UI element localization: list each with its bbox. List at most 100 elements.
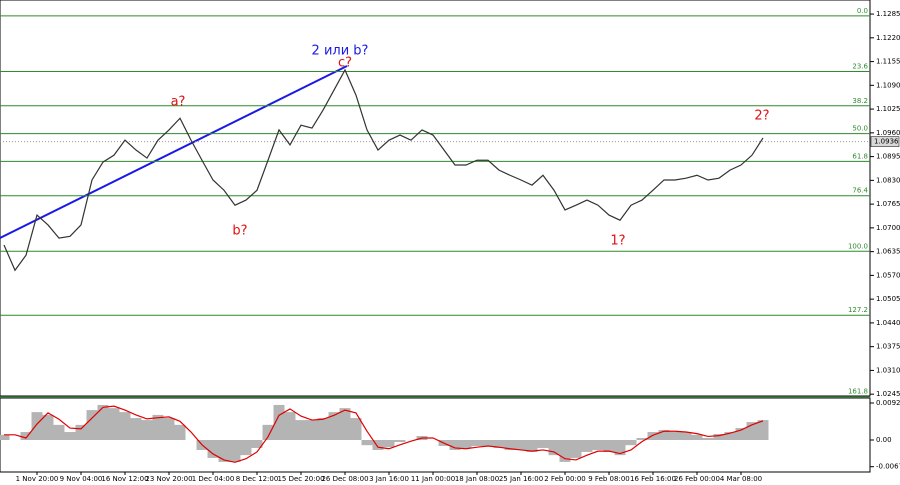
histogram-bar xyxy=(614,440,626,456)
histogram-bar xyxy=(207,440,219,458)
histogram-bar xyxy=(273,404,285,441)
x-tick-label: 15 Dec 20:00 xyxy=(277,475,324,483)
histogram-bar xyxy=(482,440,494,446)
level-label: 50.0 xyxy=(852,125,868,133)
wave-label: a? xyxy=(171,95,186,110)
histogram-bar xyxy=(350,418,362,441)
y-tick-label: 1.0245 xyxy=(876,390,900,398)
x-tick-label: 4 Mar 08:00 xyxy=(720,475,762,483)
y-tick-label: 1.1285 xyxy=(876,10,900,18)
y-tick-label: -0.0067 xyxy=(876,463,900,471)
y-tick-label: 1.0635 xyxy=(876,248,900,256)
x-tick-label: 26 Dec 08:00 xyxy=(321,475,368,483)
histogram-bar xyxy=(0,434,10,441)
y-tick-label: 1.1025 xyxy=(876,105,900,113)
histogram-bar xyxy=(130,418,142,441)
histogram-bar xyxy=(636,438,648,441)
histogram-bar xyxy=(493,440,505,448)
y-tick-label: 1.0700 xyxy=(876,224,900,232)
histogram-bar xyxy=(317,418,329,441)
histogram-bar xyxy=(746,422,758,441)
histogram-bar xyxy=(372,440,384,450)
histogram-bar xyxy=(471,440,483,446)
histogram-bar xyxy=(64,432,76,441)
level-label: 100.0 xyxy=(848,242,868,250)
histogram-bar xyxy=(306,420,318,441)
x-tick-label: 2 Feb 00:00 xyxy=(544,475,585,483)
last-price-box xyxy=(870,136,900,147)
histogram-bar xyxy=(526,440,538,452)
wave-label: 2? xyxy=(754,109,769,124)
signal-line xyxy=(4,405,764,463)
x-tick-label: 1 Nov 20:00 xyxy=(16,475,59,483)
histogram-bar xyxy=(119,412,131,441)
histogram-bar xyxy=(713,434,725,441)
level-label: 38.2 xyxy=(852,97,868,105)
histogram-bar xyxy=(240,440,252,456)
histogram-bar xyxy=(31,412,43,441)
price-line xyxy=(3,68,764,272)
x-tick-label: 1 Dec 04:00 xyxy=(192,475,235,483)
y-tick-label: 1.0310 xyxy=(876,366,900,374)
y-tick-label: 1.0440 xyxy=(876,319,900,327)
histogram-bar xyxy=(691,434,703,441)
histogram-bar xyxy=(460,440,472,448)
y-tick-label: 1.0765 xyxy=(876,200,900,208)
x-tick-label: 9 Feb 08:00 xyxy=(588,475,629,483)
histogram-bar xyxy=(570,440,582,458)
level-label: 127.2 xyxy=(848,306,868,314)
y-tick-label: 1.1155 xyxy=(876,58,900,66)
histogram-bar xyxy=(53,424,65,441)
x-tick-label: 16 Nov 12:00 xyxy=(101,475,148,483)
y-tick-label: 1.1220 xyxy=(876,34,900,42)
y-tick-label: 1.0830 xyxy=(876,176,900,184)
x-tick-label: 8 Dec 12:00 xyxy=(236,475,279,483)
histogram-bar xyxy=(504,440,516,450)
level-label: 0.0 xyxy=(857,7,868,15)
x-tick-label: 23 Nov 20:00 xyxy=(145,475,192,483)
wave-label: 1? xyxy=(610,234,625,249)
x-tick-label: 25 Jan 16:00 xyxy=(499,475,543,483)
main-panel xyxy=(0,0,871,397)
y-tick-label: 1.1090 xyxy=(876,81,900,89)
histogram-bar xyxy=(592,440,604,450)
histogram-bar xyxy=(394,440,406,442)
histogram-bar xyxy=(328,412,340,441)
histogram-bar xyxy=(449,440,461,450)
x-tick-label: 9 Nov 04:00 xyxy=(60,475,103,483)
level-label: 61.8 xyxy=(852,152,868,160)
histogram-bar xyxy=(658,430,670,441)
histogram-bar xyxy=(163,418,175,441)
histogram-bar xyxy=(42,414,54,441)
histogram-bar xyxy=(724,432,736,441)
x-tick-label: 26 Feb 00:00 xyxy=(674,475,720,483)
histogram-bar xyxy=(669,432,681,441)
histogram-bar xyxy=(383,440,395,448)
histogram-bar xyxy=(537,440,549,448)
histogram-bar xyxy=(86,410,98,441)
histogram-bar xyxy=(108,408,120,441)
histogram-bar xyxy=(339,408,351,441)
histogram-bar xyxy=(515,440,527,450)
histogram-bar xyxy=(152,414,164,441)
level-label: 23.6 xyxy=(852,62,868,70)
y-tick-label: 1.0895 xyxy=(876,153,900,161)
wave-label: 2 или b? xyxy=(312,44,369,59)
histogram-bar xyxy=(97,404,109,441)
histogram-bar xyxy=(218,440,230,462)
wave-label: b? xyxy=(232,224,247,239)
histogram-bar xyxy=(284,412,296,441)
histogram-bar xyxy=(757,420,769,441)
histogram-bar xyxy=(680,432,692,441)
histogram-bar xyxy=(702,438,714,441)
y-tick-label: 0.00 xyxy=(876,436,892,444)
histogram-bar xyxy=(647,432,659,441)
histogram-bar xyxy=(251,440,263,448)
histogram-bar xyxy=(229,440,241,462)
histogram-bar xyxy=(625,440,637,446)
wave-label: c? xyxy=(338,56,352,71)
histogram-bar xyxy=(581,440,593,452)
x-tick-label: 3 Jan 16:00 xyxy=(369,475,409,483)
histogram-bar xyxy=(75,424,87,441)
